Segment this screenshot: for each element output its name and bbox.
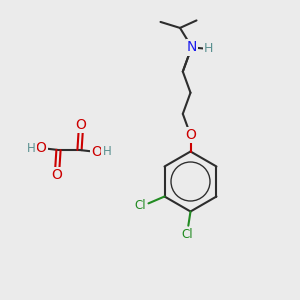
Text: O: O [185,128,196,142]
Text: O: O [76,118,86,132]
Text: H: H [102,145,111,158]
Text: Cl: Cl [182,227,193,241]
Text: H: H [27,142,36,155]
Text: H: H [204,42,213,56]
Text: N: N [187,40,197,54]
Text: O: O [52,168,62,182]
Text: O: O [92,145,102,158]
Text: O: O [36,142,46,155]
Text: Cl: Cl [135,199,146,212]
